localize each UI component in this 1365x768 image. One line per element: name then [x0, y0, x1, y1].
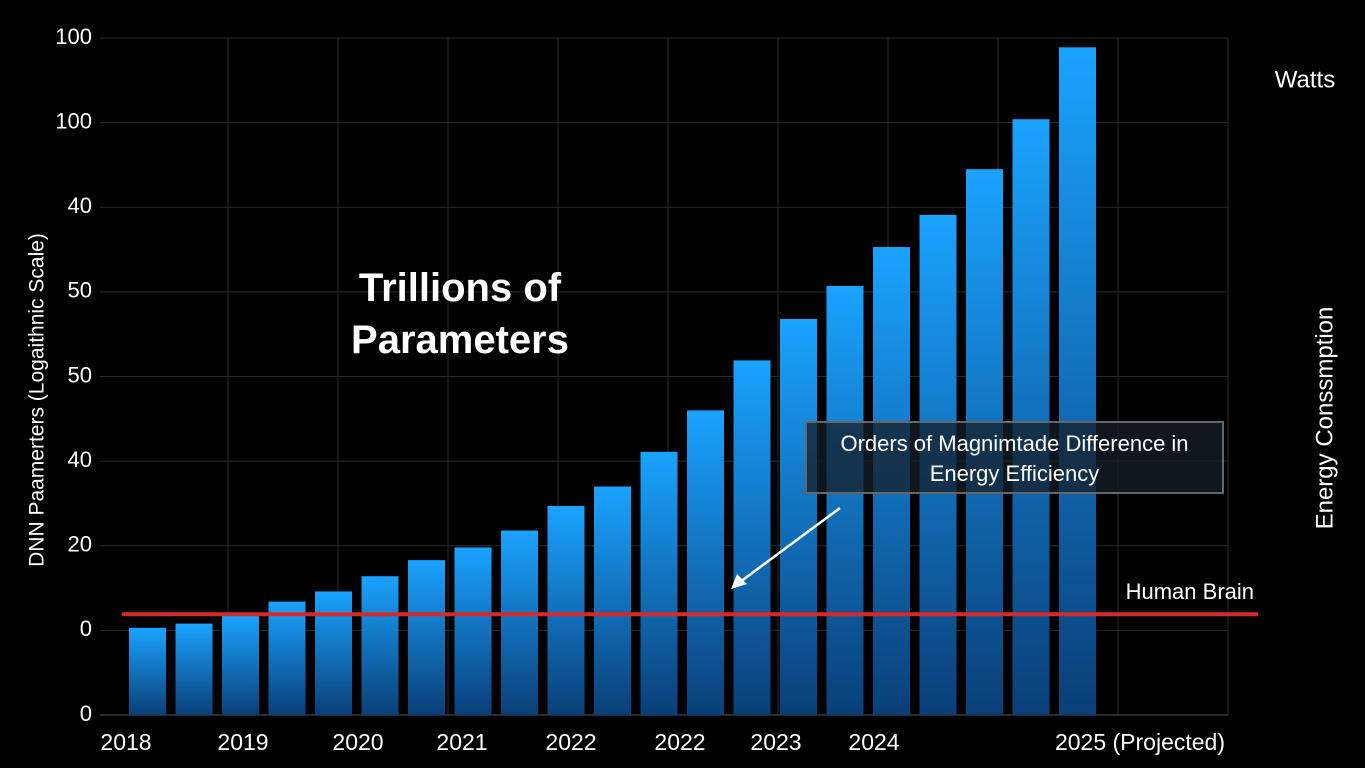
bar — [175, 623, 213, 715]
y-axis-label: DNN Paamerters (Logaithnic Scale) — [26, 233, 49, 567]
x-tick-label: 2021 — [436, 729, 487, 755]
y-tick-label: 0 — [80, 701, 92, 726]
y2-axis-label: Energy Conssmption — [1311, 307, 1338, 530]
x-tick-label: 2024 — [848, 729, 899, 755]
y-tick-label: 50 — [68, 278, 92, 303]
chart-title: Trillions of Parameters — [351, 266, 569, 362]
bar — [315, 591, 352, 715]
bar — [826, 285, 864, 715]
x-tick-label: 2025 (Projected) — [1055, 729, 1225, 755]
bar — [501, 530, 538, 715]
arrow-shaft — [739, 506, 841, 584]
x-tick-label: 2022 — [545, 729, 596, 755]
bar — [361, 576, 399, 715]
annotation: Orders of Magnimtade Difference in Energ… — [805, 421, 1224, 494]
bar — [780, 318, 817, 715]
x-tick-label: 2020 — [332, 729, 383, 755]
y-tick-label: 20 — [68, 532, 92, 557]
bar — [687, 410, 724, 715]
bar — [1059, 47, 1096, 715]
y-tick-label: 40 — [68, 447, 92, 472]
x-tick-label: 2022 — [654, 729, 705, 755]
y-tick-label: 100 — [55, 108, 92, 133]
y-tick-label: 0 — [80, 616, 92, 641]
y-tick-label: 40 — [68, 193, 92, 218]
bar — [222, 615, 259, 715]
arrow-head — [731, 574, 747, 589]
bar — [733, 360, 771, 715]
bar — [1012, 119, 1050, 716]
y2-unit: Watts — [1275, 66, 1335, 93]
y-tick-label: 100 — [55, 24, 92, 49]
bar — [408, 560, 445, 715]
bar — [454, 547, 492, 715]
bar — [129, 627, 166, 715]
bar — [268, 601, 306, 715]
x-tick-label: 2018 — [100, 729, 151, 755]
bar — [594, 486, 631, 715]
bar — [640, 451, 678, 715]
x-tick-label: 2023 — [750, 729, 801, 755]
reference-label: Human Brain — [1126, 579, 1254, 604]
bar — [547, 505, 585, 715]
x-tick-label: 2019 — [217, 729, 268, 755]
y-tick-label: 50 — [68, 362, 92, 387]
